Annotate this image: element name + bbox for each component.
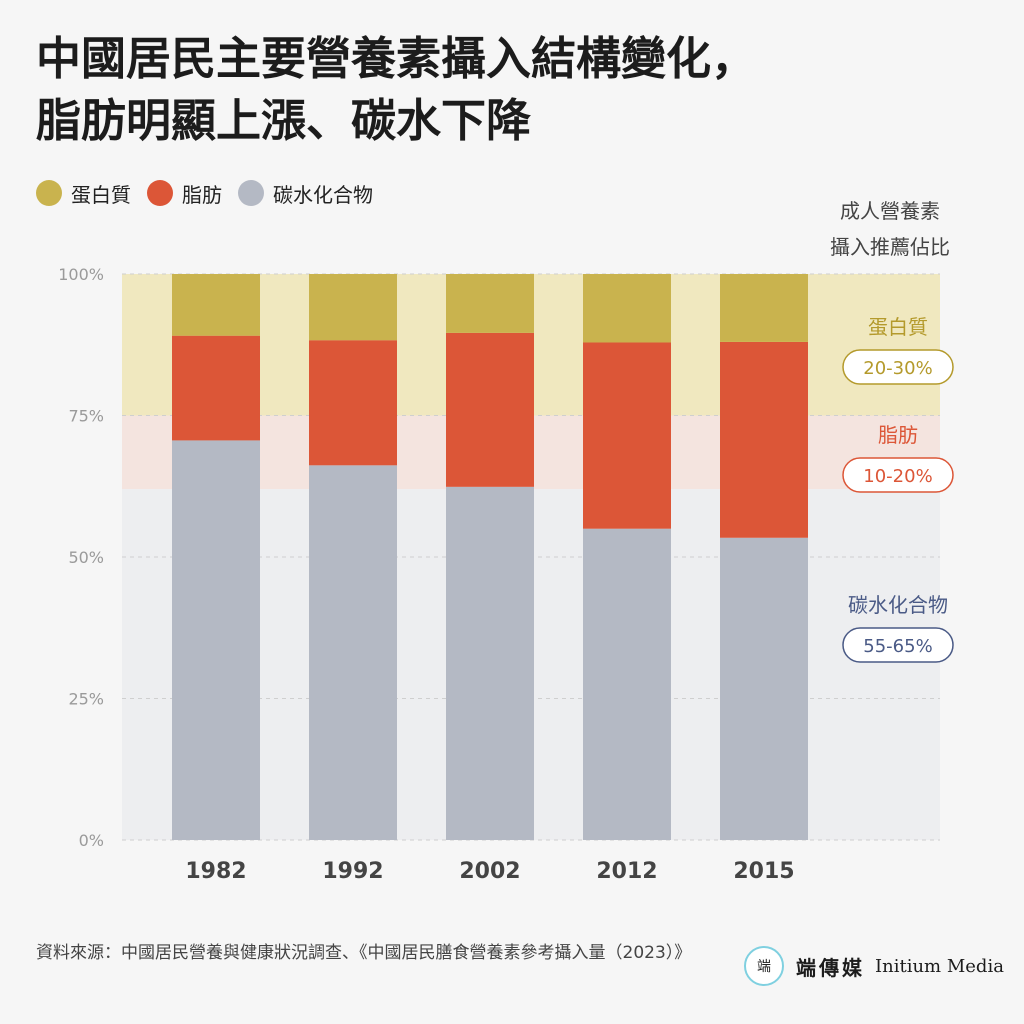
x-tick-label: 2012 <box>596 859 657 884</box>
bar-2015-series-1 <box>720 341 808 538</box>
x-tick-label: 2015 <box>733 859 794 884</box>
y-tick-label: 0% <box>79 831 104 850</box>
title-line-2: 脂肪明顯上漲、碳水下降 <box>36 94 532 147</box>
recommendation-header-line-1: 成人營養素 <box>840 199 940 223</box>
logo-mark-icon: 端 <box>744 946 784 986</box>
recommendation-header-line-2: 攝入推薦佔比 <box>830 235 950 259</box>
x-tick-label: 2002 <box>459 859 520 884</box>
publisher-logo: 端 端傳媒 Initium Media <box>744 946 1004 986</box>
recommendation-name-2: 碳水化合物 <box>848 593 948 617</box>
recommendation-range-2: 55-65% <box>863 636 932 657</box>
stacked-bar-chart: 0% 25% 50% 75% 100% 1982 1992 2002 2012 2015 蛋白質… <box>58 265 954 884</box>
title-line-1: 中國居民主要營養素攝入結構變化， <box>36 32 757 85</box>
y-axis: 0% 25% 50% 75% 100% <box>58 265 104 850</box>
bar-1992-series-2 <box>309 274 397 341</box>
recommendation-pill-1 <box>842 457 954 493</box>
legend-item-protein: 蛋白質 <box>36 179 131 208</box>
legend-item-fat: 脂肪 <box>147 179 222 208</box>
recommendation-labels: 蛋白質 20-30% 脂肪 10-20% 碳水化合物 55-65% <box>842 315 954 663</box>
y-tick-label: 25% <box>68 690 104 709</box>
recommendation-name-1: 脂肪 <box>878 423 918 447</box>
y-tick-label: 50% <box>68 548 104 567</box>
bar-1982-series-0 <box>172 440 260 840</box>
bar-2002-series-1 <box>446 332 534 487</box>
legend-label-protein: 蛋白質 <box>71 182 131 207</box>
x-axis: 1982 1992 2002 2012 2015 <box>185 859 794 884</box>
logo-name-en: Initium Media <box>875 955 1004 977</box>
legend-swatch-fat <box>147 180 173 206</box>
bar-2012-series-2 <box>583 274 671 343</box>
bar-1992-series-0 <box>309 465 397 840</box>
bar-2012-series-1 <box>583 342 671 529</box>
y-tick-label: 75% <box>68 407 104 426</box>
bar-1982-series-2 <box>172 274 260 336</box>
bar-2015-series-2 <box>720 274 808 342</box>
legend-swatch-carbs <box>238 180 264 206</box>
legend-swatch-protein <box>36 180 62 206</box>
x-tick-label: 1992 <box>322 859 383 884</box>
legend: 蛋白質 脂肪 碳水化合物 <box>36 176 389 210</box>
y-tick-label: 100% <box>58 265 104 284</box>
recommendation-range-0: 20-30% <box>863 358 932 379</box>
bar-1992-series-1 <box>309 340 397 466</box>
bar-2002-series-2 <box>446 274 534 333</box>
recommendation-pill-0 <box>842 349 954 385</box>
recommendation-range-1: 10-20% <box>863 466 932 487</box>
source-note: 資料來源：中國居民營養與健康狀況調查、《中國居民膳食營養素參考攝入量（2023）… <box>36 943 692 963</box>
logo-name-cn: 端傳媒 <box>796 955 865 980</box>
bar-2012-series-0 <box>583 528 671 840</box>
legend-item-carbs: 碳水化合物 <box>238 179 373 208</box>
legend-label-fat: 脂肪 <box>182 182 222 207</box>
legend-label-carbs: 碳水化合物 <box>273 182 373 207</box>
chart-title: 中國居民主要營養素攝入結構變化， 脂肪明顯上漲、碳水下降 <box>36 28 996 152</box>
recommendation-header: 成人營養素 攝入推薦佔比 <box>800 193 980 265</box>
bars <box>172 274 808 840</box>
x-tick-label: 1982 <box>185 859 246 884</box>
bar-1982-series-1 <box>172 335 260 441</box>
bar-2002-series-0 <box>446 486 534 840</box>
recommendation-name-0: 蛋白質 <box>868 315 928 339</box>
bar-2015-series-0 <box>720 537 808 840</box>
recommendation-pill-2 <box>842 627 954 663</box>
